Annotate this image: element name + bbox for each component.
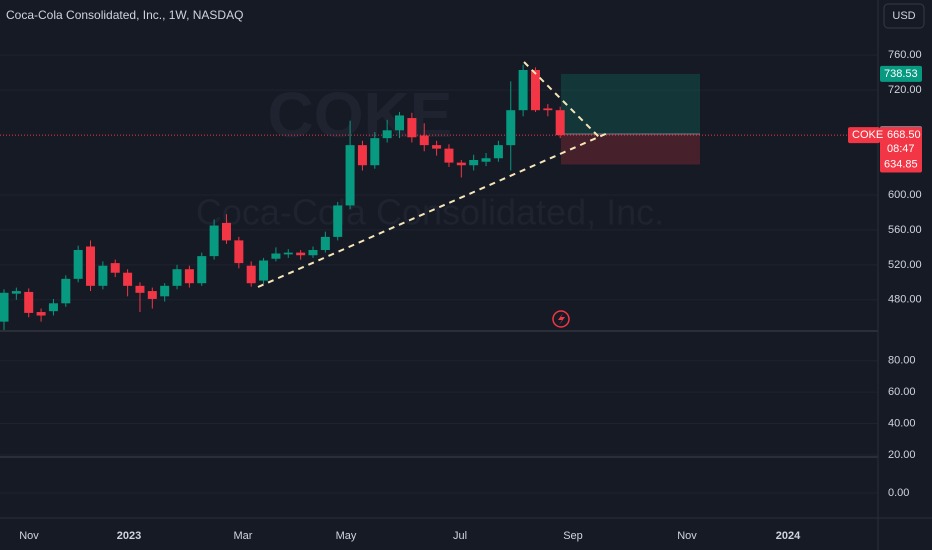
candle-body — [456, 162, 466, 166]
candle-body — [98, 265, 108, 286]
x-tick-label: 2024 — [776, 530, 801, 542]
x-tick-label: Jul — [453, 530, 467, 542]
currency[interactable]: USD — [892, 10, 915, 22]
candle-body — [135, 285, 145, 293]
candle-body — [481, 158, 491, 162]
trend-line[interactable] — [523, 61, 601, 139]
y-tick-label: 720.00 — [888, 84, 922, 96]
candle-body — [11, 291, 21, 294]
candle-body — [493, 145, 503, 159]
candle-body — [0, 292, 9, 322]
profit-zone — [561, 73, 700, 135]
target-price-bg — [880, 65, 922, 82]
y-tick-label: 760.00 — [888, 49, 922, 61]
candle-body — [24, 291, 34, 313]
candle-body — [283, 252, 293, 255]
candle-body — [246, 265, 256, 284]
y-tick-label: 80.00 — [888, 355, 916, 367]
x-tick-label: Nov — [677, 530, 697, 542]
x-tick-label: Sep — [563, 530, 583, 542]
symbol-tag: COKE — [852, 129, 883, 141]
position-tool[interactable] — [561, 73, 700, 165]
last-price-bg — [880, 127, 922, 160]
loss-zone — [561, 134, 700, 165]
y-tick-label: 0.00 — [888, 487, 909, 499]
candle-body — [419, 135, 429, 146]
x-tick-label: Mar — [234, 530, 253, 542]
currency-button[interactable] — [883, 3, 925, 29]
candle-body — [296, 252, 306, 256]
candle-body — [123, 272, 133, 286]
countdown: 08:47 — [887, 143, 915, 155]
trend-line[interactable] — [257, 131, 611, 288]
y-tick-label: 40.00 — [888, 417, 916, 429]
candle-body — [308, 249, 318, 256]
stop-price-bg — [880, 156, 922, 173]
candle-body — [506, 110, 516, 146]
candle-body — [86, 246, 96, 286]
candle-body — [345, 145, 355, 206]
candle-body — [197, 256, 207, 284]
x-tick-label: 2023 — [117, 530, 141, 542]
axes: 480.00 520.00 560.00 600.00 720.00 760.00 Nov 2… — [19, 49, 922, 542]
candle-body — [530, 69, 540, 111]
candle-body — [147, 291, 157, 299]
stop-price: 634.85 — [884, 158, 918, 170]
y-tick-label: 600.00 — [888, 189, 922, 201]
candle-body — [36, 312, 46, 316]
x-tick-label: May — [336, 530, 357, 542]
candle-body — [555, 110, 565, 136]
y-tick-label: 480.00 — [888, 294, 922, 306]
x-tick-label: Nov — [19, 530, 39, 542]
candle-body — [160, 285, 170, 297]
candle-body — [209, 225, 219, 257]
candle-body — [370, 138, 380, 166]
candle-body — [543, 108, 553, 111]
grid — [0, 54, 878, 494]
candle-body — [271, 253, 281, 259]
candles — [0, 64, 565, 332]
candle-body — [320, 236, 330, 250]
candle-body — [172, 269, 182, 286]
candle-body — [357, 145, 367, 166]
candle-body — [333, 205, 343, 237]
candle-body — [61, 278, 71, 304]
candle-body — [110, 263, 120, 273]
y-tick-label: 20.00 — [888, 449, 916, 461]
target-price: 738.53 — [884, 68, 918, 80]
y-tick-label: 560.00 — [888, 224, 922, 236]
candle-body — [234, 240, 244, 264]
candle-body — [48, 303, 58, 312]
candle-body — [221, 222, 231, 241]
alert-icon[interactable] — [552, 310, 570, 328]
candle-body — [382, 130, 392, 139]
candle-body — [432, 145, 442, 149]
candle-body — [184, 269, 194, 284]
candle-body — [518, 69, 528, 111]
y-tick-label: 60.00 — [888, 386, 916, 398]
symbol-tag-bg — [848, 127, 880, 144]
last-price: 668.50 — [887, 129, 921, 141]
candle-body — [407, 118, 417, 138]
y-tick-label: 520.00 — [888, 259, 922, 271]
candle-body — [259, 260, 269, 281]
candle-body — [444, 148, 454, 163]
candle-body — [395, 115, 405, 131]
candle-body — [469, 159, 479, 166]
chart-title: Coca-Cola Consolidated, Inc., 1W, NASDAQ — [6, 8, 243, 22]
candle-body — [73, 249, 83, 279]
